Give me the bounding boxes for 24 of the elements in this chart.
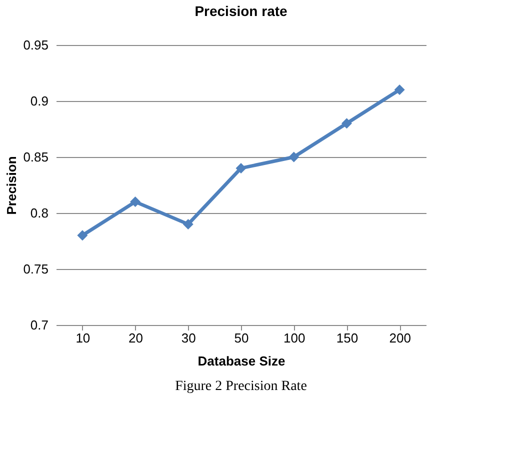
x-tick-label: 20 bbox=[128, 330, 144, 346]
point bbox=[394, 84, 405, 96]
x-axis-title: Database Size bbox=[198, 354, 286, 368]
point bbox=[182, 218, 194, 230]
y-tick-label: 0.7 bbox=[30, 318, 48, 332]
y-tick-label: 0.9 bbox=[30, 94, 48, 108]
x-tick-label: 50 bbox=[234, 330, 249, 346]
y-tick-label: 0.75 bbox=[23, 262, 48, 276]
point bbox=[288, 152, 300, 162]
x-tick-label: 200 bbox=[389, 330, 411, 346]
point bbox=[130, 196, 141, 208]
x-tick-label: 10 bbox=[76, 330, 90, 346]
y-tick-label: 0.95 bbox=[23, 38, 48, 52]
y-tick-label: 0.8 bbox=[30, 206, 48, 220]
point bbox=[77, 230, 88, 241]
caption: Figure 2 Precision Rate bbox=[175, 379, 307, 394]
x-tick-label: 100 bbox=[284, 330, 306, 346]
chart-title: Precision rate bbox=[194, 3, 288, 19]
y-tick-label: 0.85 bbox=[23, 150, 48, 164]
point bbox=[341, 118, 352, 129]
y-axis-title: Precision bbox=[4, 156, 20, 215]
point bbox=[236, 162, 246, 174]
x-tick-label: 150 bbox=[336, 330, 358, 346]
x-tick-label: 30 bbox=[181, 330, 196, 346]
